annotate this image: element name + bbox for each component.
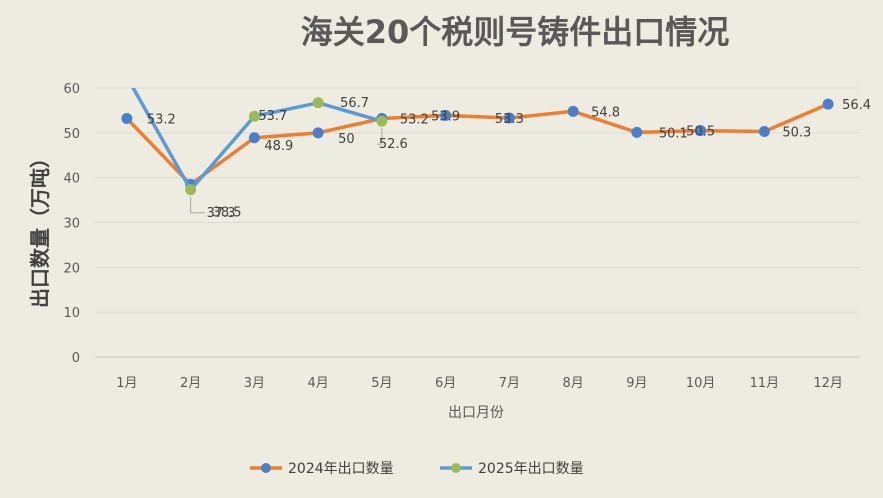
x-tick-label: 7月 (499, 376, 520, 391)
x-tick-label: 3月 (244, 376, 265, 391)
x-tick-label: 12月 (813, 376, 843, 391)
leader-line (190, 196, 205, 214)
data-point (440, 109, 452, 121)
series-line-0 (125, 102, 829, 187)
x-tick-label: 8月 (562, 376, 583, 391)
y-tick-label: 20 (63, 261, 80, 276)
data-point (758, 125, 770, 137)
data-label: 50.3 (782, 125, 811, 140)
x-tick-label: 2月 (180, 376, 201, 391)
x-axis-ticks: 1月 2月 3月 4月 5月 6月 7月 8月 9月 10月 11月 12月 (116, 376, 843, 391)
x-tick-label: 5月 (371, 376, 392, 391)
data-point (631, 126, 643, 138)
data-label: 53.9 (431, 109, 460, 124)
data-label: 53.7 (258, 109, 287, 124)
data-point (248, 110, 260, 122)
y-tick-label: 0 (72, 351, 80, 366)
chart-title: 海关20个税则号铸件出口情况 (301, 13, 730, 51)
data-point (822, 98, 834, 110)
data-label: 38.5 (213, 205, 242, 220)
y-tick-label: 40 (63, 172, 80, 187)
x-tick-label: 1月 (116, 376, 137, 391)
data-point (376, 115, 388, 127)
y-tick-label: 10 (63, 306, 80, 321)
data-label: 50.1 (659, 126, 688, 141)
x-tick-label: 9月 (626, 376, 647, 391)
y-tick-label: 30 (63, 217, 80, 232)
x-tick-label: 6月 (435, 376, 456, 391)
data-label: 50 (338, 132, 355, 147)
data-label: 56.4 (842, 98, 871, 113)
y-axis-ticks: 0 10 20 30 40 50 60 (63, 82, 80, 366)
data-label: 37.3 (207, 206, 236, 221)
data-point (121, 112, 133, 124)
data-point (185, 184, 197, 196)
data-point (312, 97, 324, 109)
data-label: 56.7 (340, 96, 369, 111)
legend-marker-2025 (451, 463, 461, 473)
legend: 2024年出口数量 2025年出口数量 (250, 461, 584, 477)
legend-marker-2024 (261, 463, 271, 473)
data-label: 53.2 (400, 112, 429, 127)
data-label: 50.5 (686, 125, 715, 140)
y-tick-label: 50 (63, 127, 80, 142)
x-axis-title: 出口月份 (448, 405, 504, 421)
data-point (503, 112, 515, 124)
x-tick-label: 10月 (686, 376, 716, 391)
legend-label-2025: 2025年出口数量 (478, 461, 584, 477)
data-label: 53.3 (495, 112, 524, 127)
leader-line (376, 128, 383, 145)
data-point (248, 132, 260, 144)
gridlines (95, 87, 860, 358)
data-point (567, 105, 579, 117)
data-label: 53.2 (147, 112, 176, 127)
legend-label-2024: 2024年出口数量 (288, 461, 394, 477)
y-axis-title: 出口数量（万吨） (28, 148, 52, 308)
data-label: 54.8 (591, 105, 620, 120)
x-tick-label: 4月 (307, 376, 328, 391)
data-label: 52.6 (379, 137, 408, 152)
y-tick-label: 60 (63, 82, 80, 97)
data-label: 48.9 (264, 139, 293, 154)
data-point (312, 127, 324, 139)
data-point (695, 125, 707, 137)
series-layer (121, 88, 834, 196)
x-tick-label: 11月 (750, 376, 780, 391)
